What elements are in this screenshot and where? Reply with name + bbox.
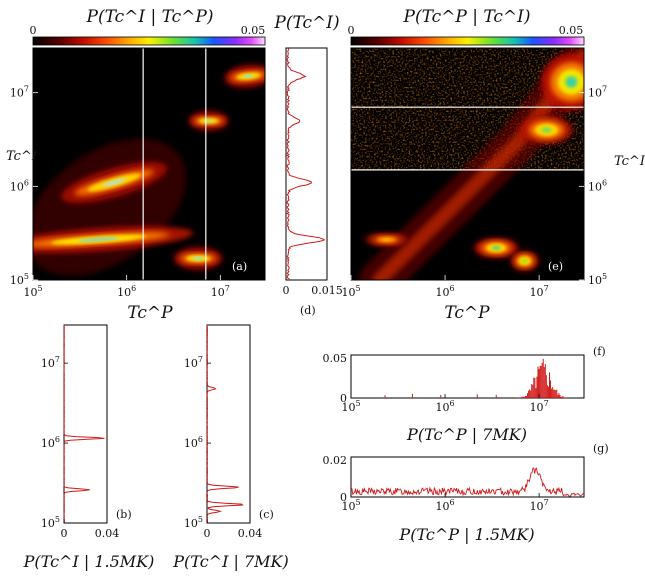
panel-c-ytick-0: 105 — [184, 515, 203, 530]
panel-e-ytick-0: 105 — [588, 272, 607, 287]
panel-f-xtick-0: 105 — [341, 399, 360, 414]
panel-e-ylabel: Tc^I — [614, 154, 645, 169]
panel-b-ytick-2: 107 — [41, 355, 60, 370]
panel-a-peak-4-layer-3 — [243, 74, 254, 78]
panel-a-peak-1-layer-3 — [102, 178, 126, 187]
panel-g-label: (g) — [593, 442, 609, 455]
panel-e-peak-1-layer-3 — [541, 127, 552, 133]
panel-e-peak-3-layer-3 — [521, 258, 528, 263]
panel-g-ticks: 105 106 107 0 0.02 — [323, 454, 549, 513]
panel-b-ytick-1: 106 — [41, 435, 60, 450]
panel-a-xlabel: Tc^P — [127, 303, 173, 323]
panel-g-title: P(Tc^P | 1.5MK) — [398, 525, 534, 544]
panel-c-label: (c) — [259, 508, 274, 521]
panel-f: 105 106 107 0 0.05 (f) P(Tc^P | 7MK) — [323, 345, 606, 444]
panel-b-label: (b) — [116, 508, 132, 521]
panel-g-ytick-0: 0 — [340, 491, 347, 504]
panel-f-ytick-0: 0 — [340, 392, 347, 405]
panel-c-plot-area — [206, 324, 251, 524]
panel-e-title: P(Tc^P | Tc^I) — [403, 7, 531, 27]
panel-a-peak-0-layer-3 — [77, 237, 120, 242]
panel-c-curve — [206, 324, 244, 523]
panel-e-peak-0-layer-3 — [565, 76, 578, 88]
panel-c-title: P(Tc^I | 7MK) — [172, 552, 288, 571]
panel-b-curve — [63, 324, 105, 524]
panel-f-xtick-2: 107 — [530, 399, 549, 414]
panel-d-xtick-1: 0.015 — [311, 284, 343, 297]
panel-e-peak-4-layer-3 — [382, 238, 392, 241]
panel-c-xtick-1: 0.04 — [238, 527, 263, 540]
panel-g: 105 106 107 0 0.02 (g) P(Tc^P | 1.5MK) — [323, 442, 609, 544]
panel-f-title: P(Tc^P | 7MK) — [406, 425, 527, 444]
panel-b: 0 0.04 105 106 107 (b) P(Tc^I | 1.5MK) — [23, 324, 155, 571]
panel-a-title: P(Tc^I | Tc^P) — [86, 7, 214, 27]
panel-g-ytick-1: 0.02 — [323, 454, 348, 467]
panel-f-ticks: 105 106 107 0 0.05 — [323, 352, 549, 414]
panel-c-ytick-1: 106 — [184, 435, 203, 450]
panel-b-ytick-0: 105 — [41, 515, 60, 530]
panel-a-xtick-2: 107 — [211, 284, 230, 299]
panel-a-ytick-1: 106 — [10, 178, 29, 193]
panel-f-bars — [384, 358, 584, 398]
panel-a-heatmap — [33, 48, 265, 280]
panel-f-xtick-1: 106 — [436, 399, 455, 414]
panel-e-ticks: 105 105 106 106 107 107 — [341, 85, 607, 299]
panel-e-ytick-1: 106 — [588, 178, 607, 193]
panel-e-heatmap — [351, 48, 584, 280]
panel-f-ytick-1: 0.05 — [323, 352, 348, 365]
panel-a-peak-3-layer-3 — [204, 119, 214, 123]
panel-e-colorbar — [350, 36, 585, 46]
panel-d-curve — [286, 47, 326, 281]
panel-d-xtick-0: 0 — [283, 284, 290, 297]
panel-a: P(Tc^I | Tc^P) 0 0.05 (a) 10510510610610… — [6, 7, 266, 323]
panel-e-peak-2-layer-3 — [491, 245, 501, 250]
panel-e-xtick-0: 105 — [341, 284, 360, 299]
panel-e: P(Tc^P | Tc^I) 0 0.05 (e) 10510510610610… — [341, 7, 645, 323]
panel-b-plot-area — [63, 324, 108, 524]
panel-b-ticks: 0 0.04 105 106 107 — [41, 355, 119, 540]
panel-d-ticks: 0 0.015 — [283, 276, 343, 297]
panel-a-ylabel: Tc^I — [6, 149, 38, 164]
panel-a-ytick-0: 105 — [10, 272, 29, 287]
panel-c-xtick-0: 0 — [204, 527, 211, 540]
panel-g-xtick-2: 107 — [530, 498, 549, 513]
panel-d-title: P(Tc^I) — [273, 13, 339, 33]
panel-c: 0 0.04 105 106 107 (c) P(Tc^I | 7MK) — [172, 324, 289, 571]
panel-e-xlabel: Tc^P — [444, 303, 490, 323]
panel-e-xtick-2: 107 — [530, 284, 549, 299]
panel-a-colorbar — [32, 36, 266, 46]
panel-g-curve — [350, 467, 585, 497]
panel-b-xtick-1: 0.04 — [95, 527, 120, 540]
panel-a-label: (a) — [232, 260, 247, 273]
panel-b-xtick-0: 0 — [61, 527, 68, 540]
panel-e-xtick-1: 106 — [436, 284, 455, 299]
panel-f-label: (f) — [593, 345, 606, 358]
panel-a-xtick-0: 105 — [23, 284, 42, 299]
panel-d: P(Tc^I) 0 0.015 (d) — [273, 13, 342, 317]
panel-a-peak-2-layer-3 — [192, 256, 204, 260]
panel-d-plot-area — [285, 47, 328, 281]
panel-g-xtick-0: 105 — [341, 498, 360, 513]
panel-c-ytick-2: 107 — [184, 355, 203, 370]
panel-e-colorbar-max: 0.05 — [559, 24, 584, 37]
panel-a-colorbar-min: 0 — [30, 24, 37, 37]
panel-d-label: (d) — [300, 304, 316, 317]
panel-e-colorbar-min: 0 — [348, 24, 355, 37]
panel-c-ticks: 0 0.04 105 106 107 — [184, 355, 262, 540]
panel-b-title: P(Tc^I | 1.5MK) — [23, 552, 155, 571]
panel-a-ytick-2: 107 — [10, 85, 29, 100]
panel-a-xtick-1: 106 — [117, 284, 136, 299]
panel-e-ytick-2: 107 — [588, 85, 607, 100]
panel-g-xtick-1: 106 — [436, 498, 455, 513]
panel-e-label: (e) — [548, 260, 563, 273]
panel-a-colorbar-max: 0.05 — [241, 24, 266, 37]
